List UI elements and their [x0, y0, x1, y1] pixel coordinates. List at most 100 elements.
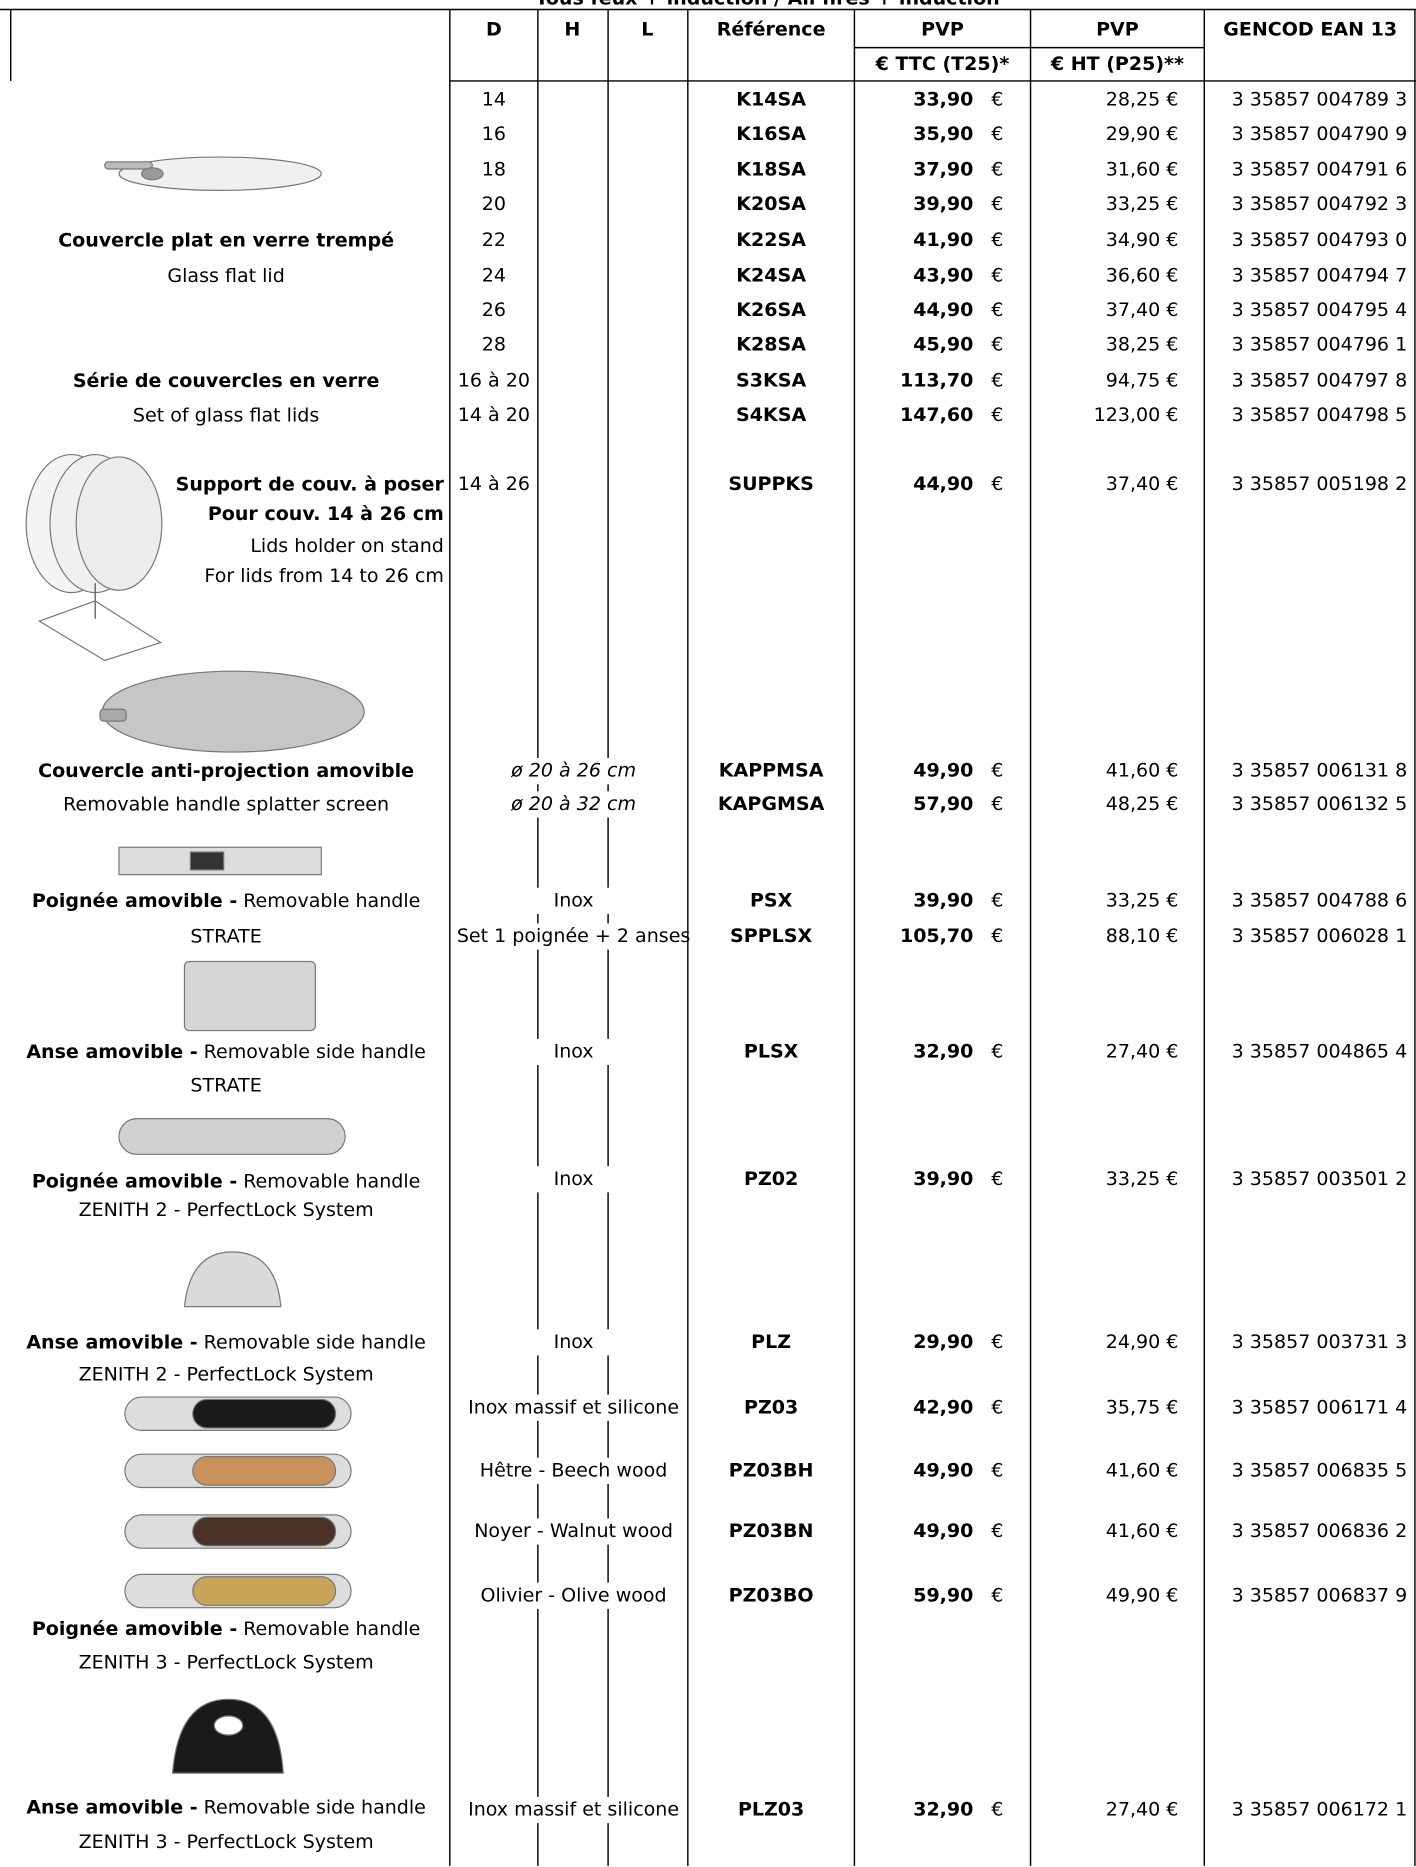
product-line: STRATE [190, 925, 261, 947]
price-ttc: 113,70 [900, 369, 973, 391]
splatter-screen [101, 670, 365, 753]
screen-tab [99, 708, 127, 722]
reference: KAPGMSA [718, 793, 825, 815]
product-line: STRATE [190, 1074, 261, 1096]
handle-grip [192, 1455, 337, 1486]
column-header: D [486, 18, 502, 40]
price-ht: 88,10 [1106, 925, 1160, 947]
product-desc: Removable side handle [204, 1331, 426, 1353]
reference: K28SA [736, 334, 806, 356]
currency: € [1166, 1584, 1178, 1606]
product-name: Poignée amovible - [32, 889, 237, 911]
price-ttc: 59,90 [913, 1584, 973, 1606]
price-ht: 27,40 [1106, 1798, 1160, 1820]
currency: € [991, 229, 1003, 251]
currency: € [1166, 1040, 1178, 1062]
reference: PZ03BN [729, 1520, 814, 1542]
material: Set 1 poignée + 2 anses [457, 925, 691, 947]
lid-tab [104, 161, 153, 170]
reference: S3KSA [736, 369, 806, 391]
price-ht: 41,60 [1106, 760, 1160, 782]
price-ttc: 44,90 [913, 473, 973, 495]
product-line: Couvercle anti-projection amovible [38, 760, 414, 782]
ean: 3 35857 006171 4 [1232, 1396, 1408, 1418]
currency: € [991, 334, 1003, 356]
product-desc: STRATE [190, 1074, 261, 1096]
ean: 3 35857 004798 5 [1232, 404, 1408, 426]
currency: € [991, 889, 1003, 911]
product-line: ZENITH 3 - PerfectLock System [79, 1831, 374, 1853]
currency: € [1166, 159, 1178, 181]
currency: € [1166, 1168, 1178, 1190]
material: Hêtre - Beech wood [480, 1459, 668, 1481]
column-subheader: € HT (P25)** [1050, 53, 1184, 75]
ean: 3 35857 006132 5 [1232, 793, 1408, 815]
product-line: Poignée amovible - Removable handle [32, 889, 421, 911]
product-desc: Removable handle [243, 889, 420, 911]
price-ttc: 32,90 [913, 1040, 973, 1062]
handle-grip [192, 1398, 337, 1429]
price-ht: 38,25 [1106, 334, 1160, 356]
price-ht: 37,40 [1106, 473, 1160, 495]
price-ttc: 41,90 [913, 229, 973, 251]
product-name: Support de couv. à poser [176, 473, 445, 495]
product-desc: ZENITH 3 - PerfectLock System [79, 1831, 374, 1853]
product-desc: ZENITH 3 - PerfectLock System [79, 1651, 374, 1673]
ean: 3 35857 006835 5 [1232, 1459, 1408, 1481]
product-line: Lids holder on stand [250, 535, 444, 557]
ean: 3 35857 004796 1 [1232, 334, 1408, 356]
currency: € [991, 1396, 1003, 1418]
currency: € [1166, 193, 1178, 215]
material: ø 20 à 26 cm [510, 760, 636, 782]
currency: € [1166, 404, 1178, 426]
ean: 3 35857 006172 1 [1232, 1798, 1408, 1820]
handle-hole [213, 1715, 244, 1736]
price-ht: 41,60 [1106, 1459, 1160, 1481]
ean: 3 35857 006028 1 [1232, 925, 1408, 947]
column-header: L [641, 18, 653, 40]
material: Inox [554, 1040, 594, 1062]
zenith3-side-handle [171, 1698, 284, 1774]
price-ttc: 147,60 [900, 404, 973, 426]
price-ttc: 44,90 [913, 299, 973, 321]
reference: PZ03BH [729, 1459, 814, 1481]
diameter: 14 à 26 [458, 473, 530, 495]
currency: € [991, 793, 1003, 815]
currency: € [991, 159, 1003, 181]
reference: K22SA [736, 229, 806, 251]
material: Inox massif et silicone [468, 1798, 679, 1820]
material: Inox [554, 889, 594, 911]
price-ht: 24,90 [1106, 1331, 1160, 1353]
stand-base [37, 600, 163, 662]
price-ttc: 45,90 [913, 334, 973, 356]
currency: € [1166, 473, 1178, 495]
price-ttc: 37,90 [913, 159, 973, 181]
reference: K14SA [736, 88, 806, 110]
currency: € [1166, 793, 1178, 815]
ean: 3 35857 004790 9 [1232, 123, 1408, 145]
currency: € [991, 369, 1003, 391]
reference: K16SA [736, 123, 806, 145]
product-desc: Removable handle [243, 1170, 420, 1192]
currency: € [1166, 265, 1178, 287]
price-ht: 49,90 [1106, 1584, 1160, 1606]
product-line: Poignée amovible - Removable handle [32, 1618, 421, 1640]
ean: 3 35857 004794 7 [1232, 265, 1408, 287]
price-ht: 94,75 [1106, 369, 1160, 391]
price-ttc: 105,70 [900, 925, 973, 947]
currency: € [991, 88, 1003, 110]
column-header: Référence [717, 18, 826, 40]
currency: € [1166, 1459, 1178, 1481]
currency: € [991, 1798, 1003, 1820]
glass-lid [118, 156, 322, 191]
currency: € [991, 265, 1003, 287]
ean: 3 35857 005198 2 [1232, 473, 1408, 495]
column-header: PVP [1096, 18, 1139, 40]
currency: € [1166, 334, 1178, 356]
diameter: 28 [482, 334, 506, 356]
currency: € [991, 473, 1003, 495]
product-name: Poignée amovible - [32, 1170, 237, 1192]
price-ht: 27,40 [1106, 1040, 1160, 1062]
currency: € [1166, 123, 1178, 145]
